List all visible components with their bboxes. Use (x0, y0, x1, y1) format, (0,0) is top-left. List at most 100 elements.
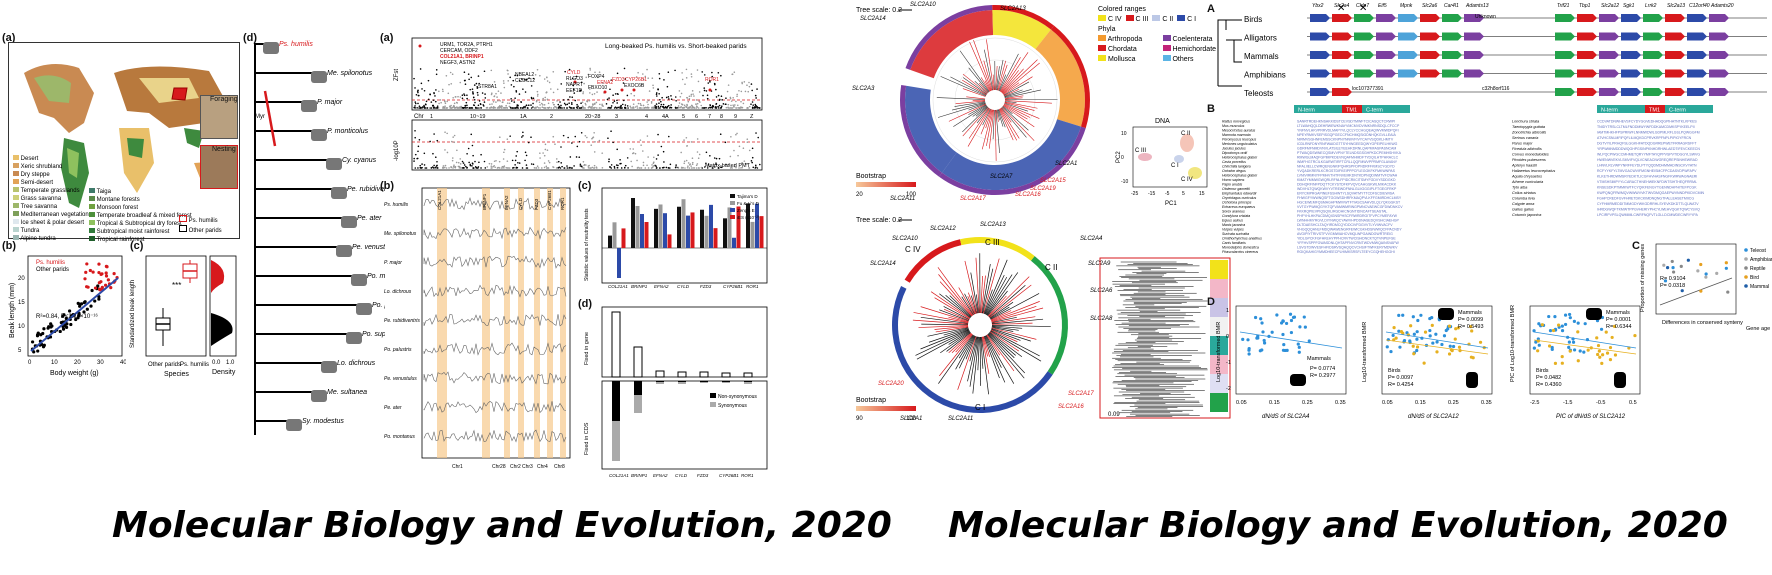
manhattan-point (462, 167, 465, 169)
scatter-b-point (36, 331, 40, 335)
neutrality-bar (644, 222, 649, 248)
pca-xtick: 5 (1182, 191, 1185, 197)
align-species: Picoides pubescens (1512, 158, 1546, 162)
tree-branch (987, 334, 1025, 379)
manhattan-point (687, 100, 690, 103)
scatter-b-point (69, 322, 73, 327)
manhattan-point (534, 73, 537, 76)
manhattan-point (669, 163, 672, 166)
manhattan-point (730, 136, 732, 138)
manhattan-point (414, 87, 416, 89)
align-species: Ficedula albicollis (1512, 147, 1542, 151)
tree-branch-label: Myr (255, 114, 265, 120)
tree-branch (966, 96, 986, 100)
manhattan-point (620, 105, 622, 107)
align-species: Suricata suricatta (1222, 232, 1249, 236)
tree-branch (984, 80, 991, 92)
phylum-legend-item: Mollusca (1098, 55, 1159, 63)
manhattan-point (464, 104, 467, 107)
tree-branch (254, 130, 315, 145)
gene-black-2: CCDC12 (515, 78, 535, 84)
manhattan-ylabel-bottom: -log10P (394, 140, 400, 161)
alignment-panel: N-term TM1 C-term N-term TM1 C-term Rattus no… (1221, 105, 1713, 254)
manhattan-plot: Long-beaked Ps. humilis vs. Short-beaked… (394, 37, 763, 171)
align-species: Serinus canaria (1512, 136, 1538, 140)
bmr-ytick: 0 (1226, 334, 1229, 340)
manhattan-point (473, 98, 476, 101)
bmr-point-bird (1568, 349, 1572, 353)
manhattan-point (417, 150, 419, 153)
manhattan-point (471, 144, 474, 147)
synteny-gene: Tbp1 (1579, 3, 1591, 9)
scatter-b-stat: R²=0.84, P<2.16×10⁻¹⁶ (36, 313, 98, 320)
manhattan-hit (632, 88, 636, 92)
synteny-gene: Trif21 (1557, 3, 1570, 9)
manhattan-point (544, 143, 547, 146)
manhattan-point (451, 157, 454, 159)
tree-branch (983, 289, 993, 314)
manhattan-point (661, 105, 664, 108)
manhattan-point (429, 140, 431, 143)
manhattan-point (653, 161, 655, 163)
manhattan-point (419, 167, 422, 169)
bars-d-ylabel-bottom: Fixed in CDS (584, 422, 590, 455)
manhattan-point (719, 107, 722, 109)
fixed-cds-syn-bar (656, 382, 664, 384)
manhattan-point (610, 167, 613, 169)
manhattan-point (587, 73, 590, 76)
track-gene: COL21A1 (437, 190, 442, 210)
synteny-gene-arrow (1420, 51, 1440, 59)
mammal-silhouette-icon (1586, 308, 1602, 320)
manhattan-point (670, 104, 672, 106)
manhattan-point (615, 107, 618, 109)
manhattan-point (696, 151, 699, 153)
manhattan-point (472, 167, 475, 169)
box-xlabel: Species (164, 371, 189, 378)
manhattan-point (658, 92, 660, 95)
legend-tundra: Tundra (20, 228, 40, 234)
manhattan-point (492, 107, 494, 109)
bmr-point-bird (1399, 329, 1404, 334)
align-species: Ornithorhynchus anatinus (1222, 237, 1262, 241)
manhattan-point (596, 91, 598, 93)
align-seq: VVTGYPWMQGYKTQFVAMWMRINGPMNCVAEWCGFDWDNK… (1297, 205, 1403, 209)
neutrality-bar (727, 207, 732, 248)
manhattan-point (709, 79, 711, 82)
scatter-b-point (42, 327, 46, 331)
manhattan-point (542, 97, 544, 100)
manhattan-point (559, 167, 562, 169)
manhattan-point (667, 104, 670, 107)
manhattan-point (511, 107, 514, 109)
neutrality-bar (700, 209, 704, 248)
bmr-xlabel: dN/dS of SLC2A4 (1262, 414, 1310, 420)
manhattan-point (640, 104, 642, 107)
manhattan-point (444, 105, 446, 108)
tree-branch (991, 326, 1014, 332)
manhattan-point (711, 75, 714, 78)
bmr-xtick: 0.05 (1382, 400, 1393, 406)
manhattan-point (592, 107, 595, 109)
manhattan-point (612, 141, 614, 144)
bmr-point-mammal (1415, 330, 1419, 334)
chr-tick: 4 (645, 114, 648, 120)
tree-branch (938, 274, 973, 316)
manhattan-hit (603, 90, 607, 94)
manhattan-point (642, 150, 644, 152)
track-chr: Chr2 (510, 464, 521, 470)
manhattan-point (478, 107, 480, 109)
tree-bot-gene: SLC2A4 (1080, 236, 1103, 242)
manhattan-point (471, 107, 474, 109)
manhattan-point (589, 92, 591, 94)
manhattan-point (522, 88, 524, 90)
manhattan-point (709, 104, 711, 106)
manhattan-point (479, 102, 482, 105)
manhattan-point (472, 104, 475, 106)
synteny-gene: Mpnk (1400, 3, 1413, 9)
manhattan-point (510, 100, 513, 102)
bmr-point-mammal (1261, 330, 1265, 334)
box-sig: *** (172, 281, 181, 290)
synteny-gene-arrow (1310, 69, 1330, 78)
track-chr: Chr28 (492, 464, 506, 470)
manhattan-point (466, 94, 468, 96)
